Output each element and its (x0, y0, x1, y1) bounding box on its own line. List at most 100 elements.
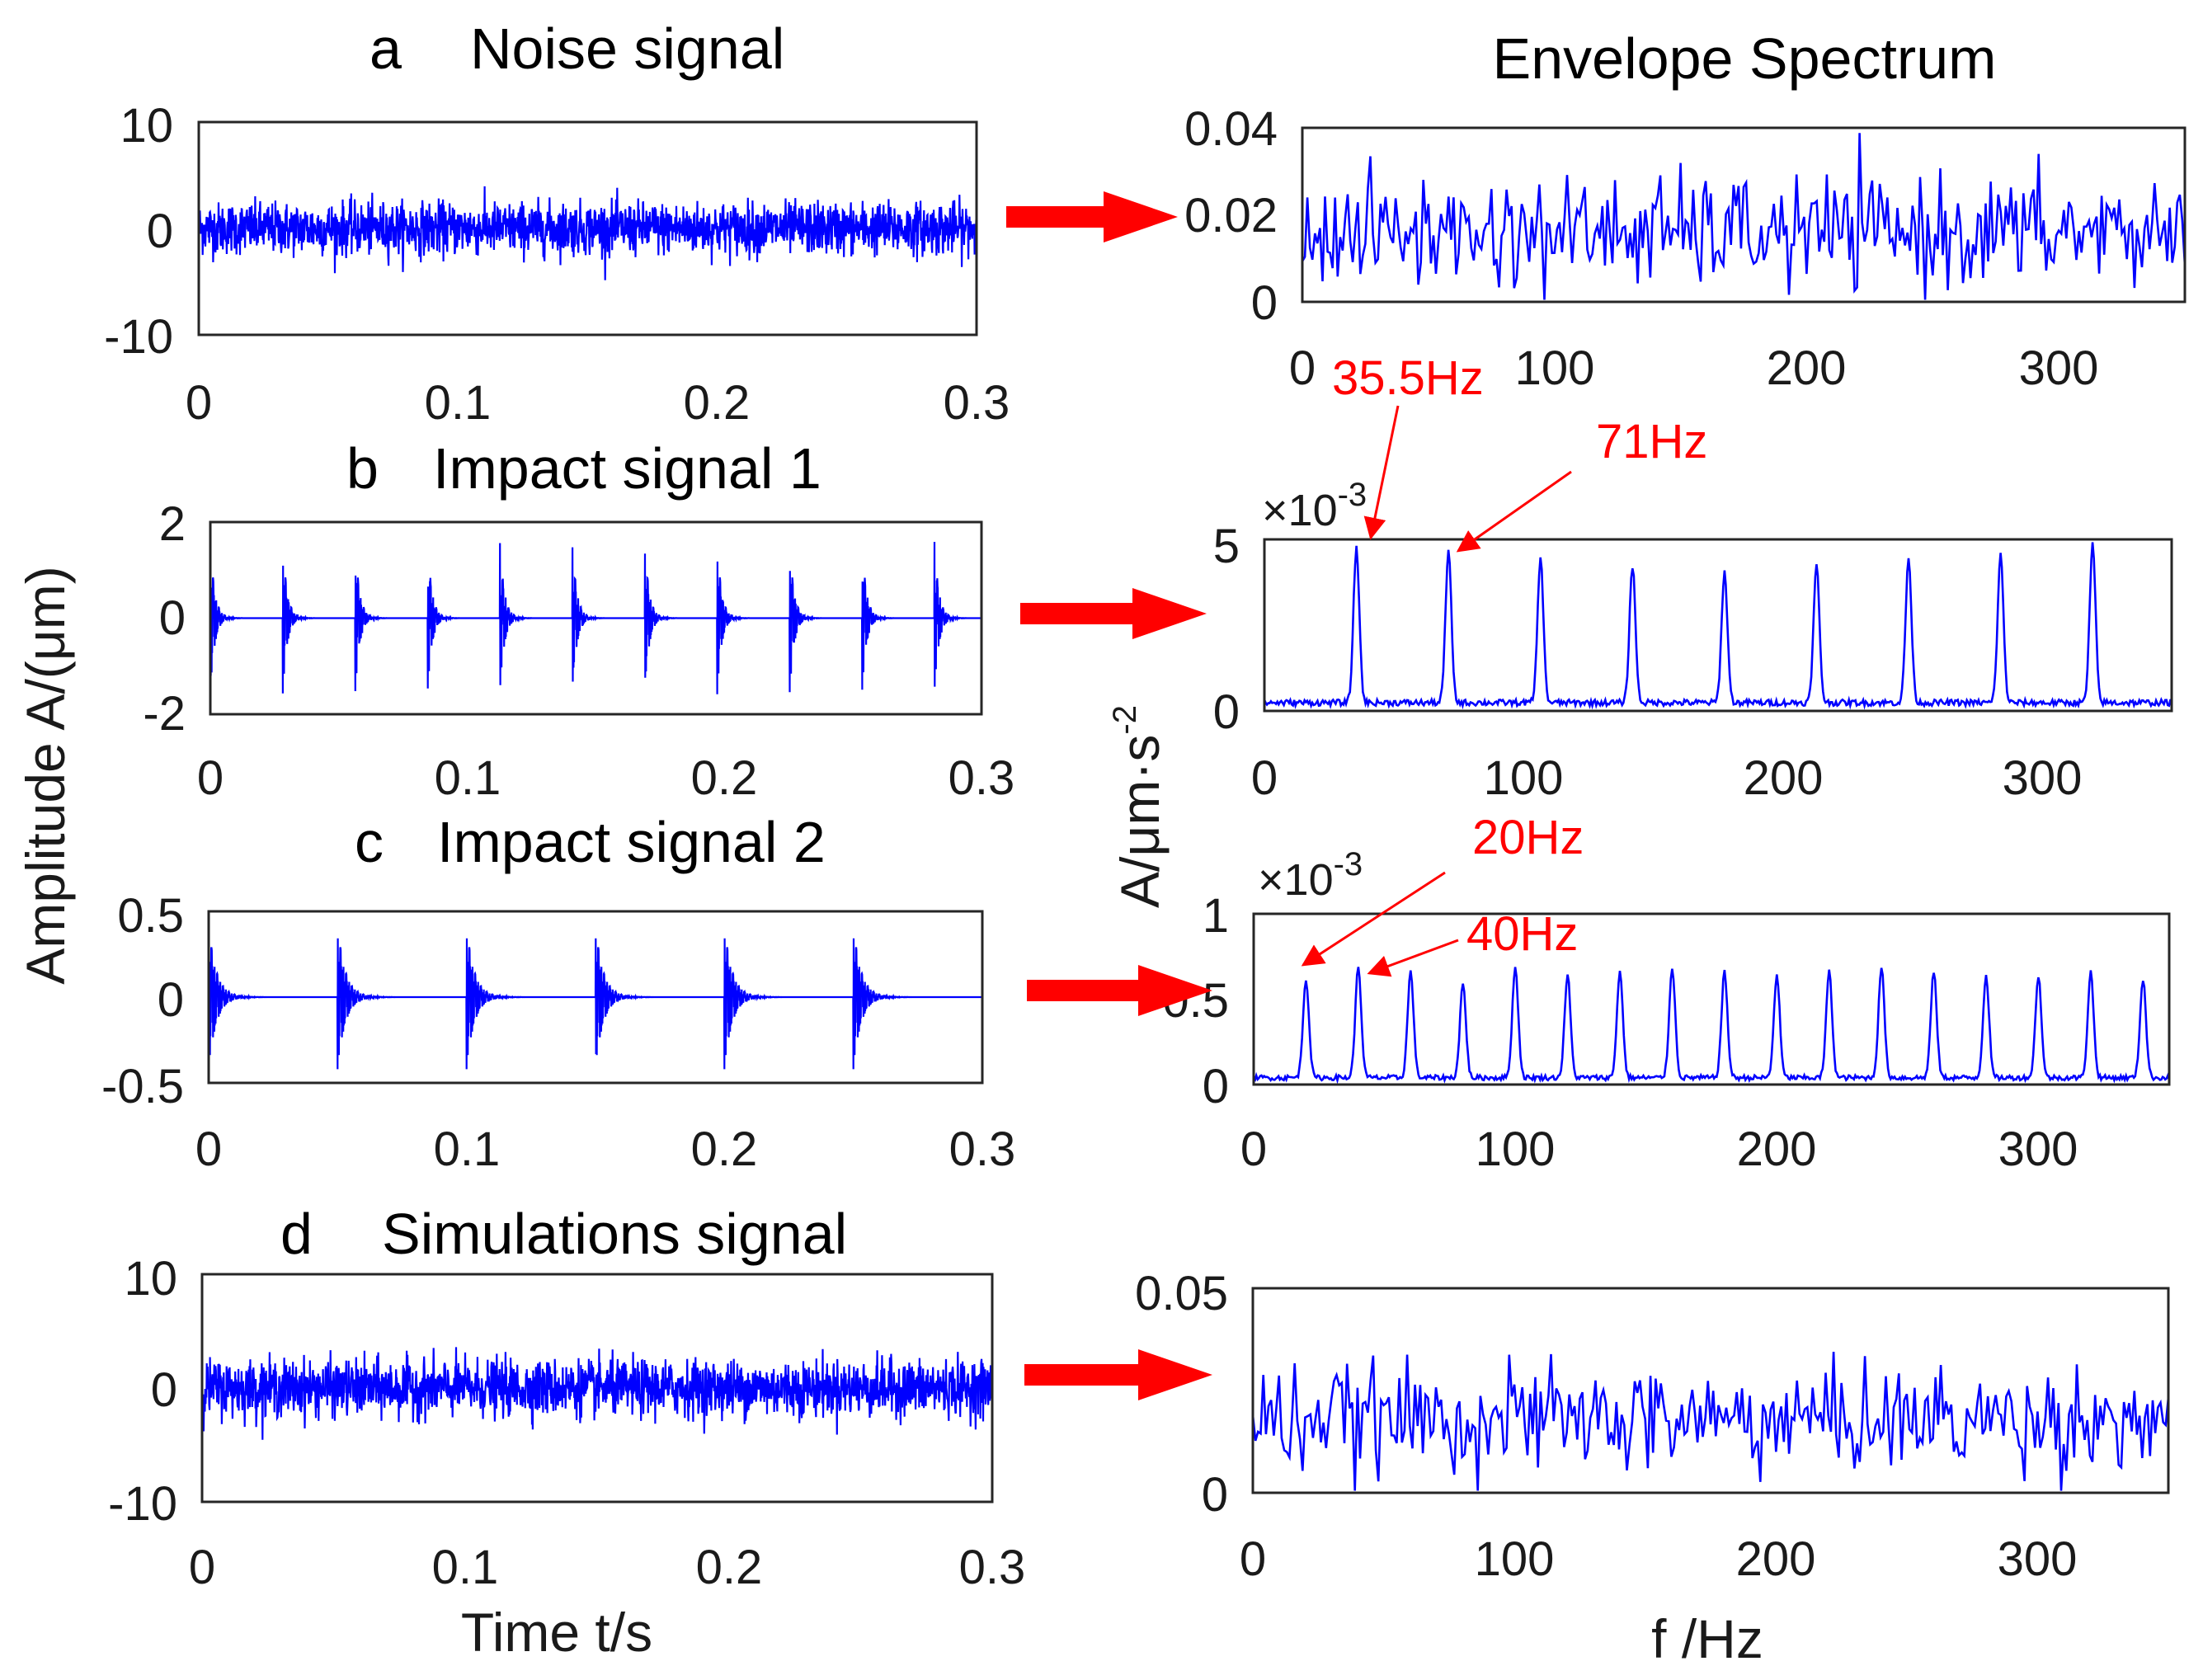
y-tick-label: 10 (120, 99, 173, 153)
transform-arrows (1006, 191, 1212, 1400)
x-tick-label: 300 (2019, 341, 2099, 395)
y-tick-label: 0 (151, 1363, 177, 1417)
x-tick-label: 0 (1251, 751, 1278, 805)
x-tick-label: 0 (1289, 341, 1316, 395)
annotation-35-5hz: 35.5Hz (1332, 351, 1484, 405)
axes-box-spec-b (1263, 538, 2173, 713)
x-tick-label: 0 (1240, 1122, 1267, 1176)
red-arrow-icon (1006, 191, 1178, 242)
panel-time-b: b Impact signal 1 2 0 -2 0 0.1 0.2 0.3 (143, 436, 1014, 805)
y-multiplier-exp: -3 (1338, 477, 1367, 513)
y-tick-label: 0 (1251, 276, 1278, 330)
series-line-spec-c (1253, 967, 2171, 1085)
x-tick-label: 0.1 (432, 1541, 499, 1594)
frequency-annotations: 35.5Hz 71Hz 20Hz 40Hz (1301, 351, 1707, 977)
axes-box-time-d (200, 1273, 994, 1504)
x-tick-label: 0 (186, 376, 212, 430)
x-tick-label: 0.1 (425, 376, 492, 430)
x-tick-label: 200 (1737, 1122, 1817, 1176)
annotation-20hz: 20Hz (1472, 811, 1584, 864)
y-tick-label: 5 (1213, 520, 1240, 573)
x-tick-label: 0.1 (435, 751, 501, 805)
series-line-time-d (200, 1347, 994, 1440)
x-tick-label: 0.1 (434, 1122, 501, 1176)
y-tick-label: -0.5 (101, 1060, 184, 1113)
series-line-spec-b (1263, 542, 2172, 710)
x-tick-label: 100 (1515, 341, 1595, 395)
panel-time-d: d Simulations signal 10 0 -10 0 0.1 0.2 … (108, 1202, 1025, 1594)
annotation-arrow (1301, 871, 1446, 967)
series-line-time-c (207, 938, 982, 1070)
panel-spec-c: ×10-3 1 0.5 0 0 100 200 300 (1162, 846, 2171, 1176)
y-tick-label: 0 (159, 591, 186, 645)
axes-box-time-c (207, 910, 984, 1085)
x-axis-label-right: f /Hz (1651, 1608, 1763, 1669)
x-tick-label: 100 (1476, 1122, 1556, 1176)
red-arrow-icon (1027, 965, 1212, 1016)
panel-a-letter: a (370, 16, 402, 81)
x-tick-label: 0.2 (691, 1122, 758, 1176)
series-line-spec-a (1301, 133, 2187, 300)
y-multiplier-base: ×10 (1258, 855, 1334, 905)
y-tick-label: 1 (1203, 889, 1229, 943)
x-axis-label-left: Time t/s (461, 1602, 652, 1663)
y-tick-label: 0.02 (1184, 189, 1278, 242)
x-tick-label: 200 (1736, 1532, 1816, 1586)
y-tick-label: -10 (108, 1477, 177, 1531)
y-tick-label: 10 (124, 1252, 177, 1306)
y-axis-label-right-exp: -2 (1107, 705, 1143, 735)
x-tick-label: 300 (1998, 1532, 2078, 1586)
axes-box-spec-d (1251, 1287, 2170, 1494)
panel-spec-b: ×10-3 5 0 0 100 200 300 (1213, 477, 2173, 805)
panel-c-letter: c (355, 810, 384, 874)
red-arrow-icon (1020, 588, 1207, 639)
y-tick-label: 0.04 (1184, 102, 1278, 156)
annotation-arrow (1456, 470, 1572, 553)
y-tick-label: -2 (143, 687, 186, 741)
panel-d-title: Simulations signal (382, 1202, 847, 1266)
x-tick-label: 300 (2003, 751, 2083, 805)
y-multiplier: ×10-3 (1258, 846, 1363, 905)
x-tick-label: 0.3 (949, 751, 1015, 805)
x-tick-label: 200 (1744, 751, 1824, 805)
y-axis-label-left: Amplitude A/(μm) (15, 566, 76, 985)
panel-time-a: a Noise signal 10 0 -10 0 0.1 0.2 0.3 (104, 16, 1010, 430)
panel-d-letter: d (280, 1202, 313, 1266)
axes-box-spec-c (1252, 912, 2171, 1086)
y-multiplier: ×10-3 (1262, 477, 1367, 535)
x-tick-label: 300 (1998, 1122, 2078, 1176)
y-tick-label: 0 (1213, 685, 1240, 739)
y-tick-label: 0 (1202, 1468, 1228, 1522)
axes-box-spec-a (1301, 126, 2187, 304)
panel-time-c: c Impact signal 2 0.5 0 -0.5 0 0.1 0.2 0… (101, 810, 1015, 1176)
panel-b-title: Impact signal 1 (433, 436, 821, 501)
x-tick-label: 0 (189, 1541, 215, 1594)
y-multiplier-exp: -3 (1334, 846, 1363, 882)
annotation-71hz: 71Hz (1596, 415, 1707, 468)
x-tick-label: 100 (1475, 1532, 1555, 1586)
x-tick-label: 100 (1484, 751, 1564, 805)
series-line-spec-d (1251, 1351, 2170, 1491)
x-tick-label: 200 (1767, 341, 1847, 395)
panel-b-letter: b (346, 436, 379, 501)
series-line-time-a (197, 186, 978, 280)
annotation-arrow (1363, 405, 1400, 540)
y-axis-label-right: A/μm·s-2 (1107, 705, 1170, 908)
axes-box-time-b (209, 520, 983, 716)
y-tick-label: 0.05 (1135, 1267, 1228, 1320)
axes-box-time-a (197, 120, 978, 336)
panel-c-title: Impact signal 2 (437, 810, 826, 874)
panel-spec-a: Envelope Spectrum 0.04 0.02 0 0 100 200 … (1184, 26, 2187, 395)
x-tick-label: 0.2 (684, 376, 751, 430)
annotation-arrow (1367, 939, 1459, 977)
x-tick-label: 0 (195, 1122, 222, 1176)
y-tick-label: 2 (159, 497, 186, 551)
x-tick-label: 0.2 (696, 1541, 763, 1594)
y-tick-label: 0 (158, 973, 184, 1027)
y-axis-label-right-base: A/μm·s (1109, 735, 1170, 908)
panel-spec-d: 0.05 0 0 100 200 300 (1135, 1267, 2170, 1586)
y-multiplier-base: ×10 (1262, 486, 1338, 535)
y-tick-label: -10 (104, 310, 173, 364)
